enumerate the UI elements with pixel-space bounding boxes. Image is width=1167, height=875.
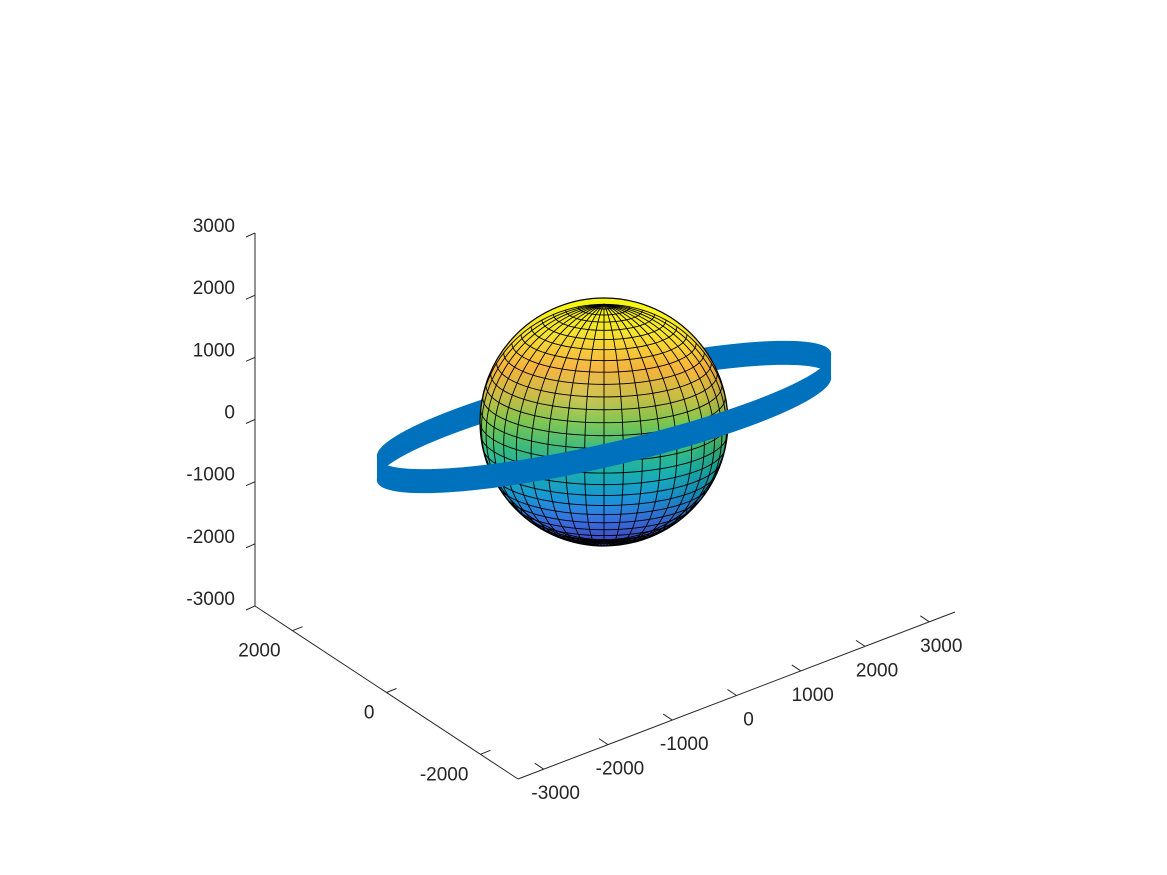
y-tick bbox=[480, 749, 491, 755]
sphere-meridian bbox=[485, 303, 605, 541]
z-tick bbox=[245, 356, 256, 362]
z-tick bbox=[245, 481, 256, 487]
x-tick bbox=[534, 762, 544, 770]
z-tick-label: 3000 bbox=[193, 216, 235, 237]
z-tick bbox=[245, 543, 256, 549]
axis-ticks bbox=[245, 232, 930, 770]
x-tick bbox=[920, 615, 930, 623]
x-tick-label: -2000 bbox=[596, 759, 645, 780]
y-tick-label: 2000 bbox=[238, 641, 280, 662]
sphere-meridian bbox=[603, 303, 661, 546]
x-tick-label: 2000 bbox=[856, 660, 898, 681]
z-tick-label: 1000 bbox=[193, 340, 235, 361]
z-tick-label: -1000 bbox=[186, 465, 235, 486]
x-tick-label: 0 bbox=[743, 710, 754, 731]
sphere-meridian bbox=[603, 303, 643, 546]
axes: -3000 -2000 -1000 0 1000 2000 3000 -2000 0 2000 -3… bbox=[186, 216, 962, 804]
sphere-meridian bbox=[481, 303, 605, 541]
x-tick bbox=[791, 664, 802, 672]
x-tick bbox=[598, 738, 609, 746]
x-tick-label: 3000 bbox=[920, 636, 962, 657]
z-tick-label: -3000 bbox=[186, 589, 235, 610]
z-tick bbox=[245, 294, 256, 300]
sphere-surface bbox=[479, 297, 729, 547]
y-tick-label: 0 bbox=[364, 703, 375, 724]
sphere-meridian bbox=[603, 303, 728, 541]
z-tick bbox=[245, 605, 256, 611]
y-tick bbox=[292, 626, 303, 632]
axis-tick-labels: -3000 -2000 -1000 0 1000 2000 3000 -2000 0 2000 -3… bbox=[186, 216, 962, 804]
sphere-meridian bbox=[480, 303, 605, 541]
z-tick bbox=[245, 419, 256, 424]
x-tick bbox=[727, 689, 737, 696]
x-tick-label: -3000 bbox=[531, 783, 580, 804]
y-tick bbox=[386, 688, 397, 693]
z-tick-label: 0 bbox=[224, 403, 235, 424]
z-tick bbox=[245, 232, 256, 238]
z-tick-label: 2000 bbox=[193, 278, 235, 299]
ring-front-band bbox=[376, 352, 832, 494]
z-tick-label: -2000 bbox=[186, 527, 235, 548]
y-tick-label: -2000 bbox=[420, 764, 469, 785]
sphere-meridian bbox=[603, 303, 678, 545]
x-tick bbox=[662, 713, 673, 721]
ring-front bbox=[376, 352, 832, 494]
x-tick bbox=[855, 639, 866, 647]
x-tick-label: -1000 bbox=[660, 734, 709, 755]
x-tick-label: 1000 bbox=[792, 685, 834, 706]
